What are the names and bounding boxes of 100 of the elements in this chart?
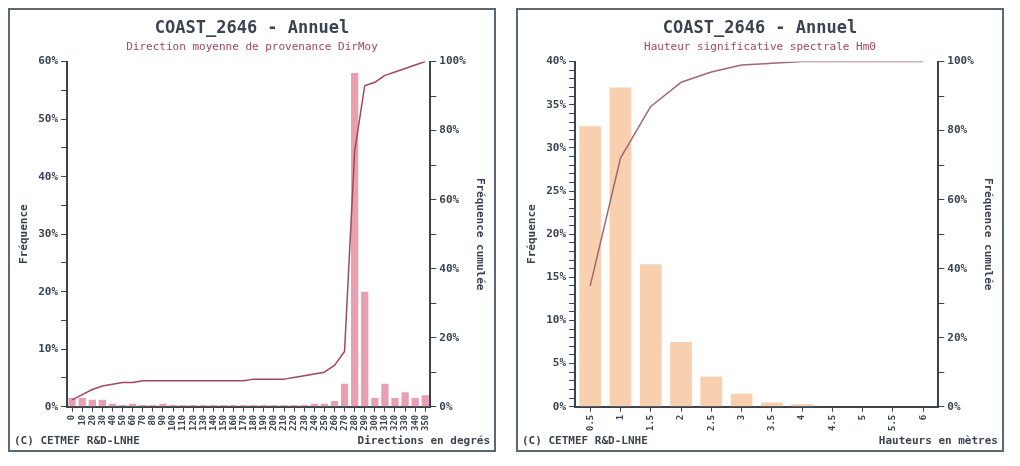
x-tick-label: 210 bbox=[278, 414, 289, 432]
x-tick-label: 90 bbox=[157, 414, 168, 426]
x-tick-label: 190 bbox=[258, 414, 269, 432]
x-axis-title: Hauteurs en mètres bbox=[878, 434, 998, 447]
bar bbox=[68, 398, 76, 407]
y2-tick-label: 100% bbox=[439, 54, 467, 68]
x-tick-label: 110 bbox=[177, 414, 188, 432]
bar bbox=[361, 291, 369, 407]
bar bbox=[159, 403, 167, 407]
x-tick-label: 3.5 bbox=[766, 414, 777, 432]
x-tick-label: 60 bbox=[127, 414, 137, 426]
y-tick-label: 35% bbox=[546, 97, 567, 111]
x-tick-label: 4.5 bbox=[826, 414, 837, 432]
x-tick-label: 180 bbox=[248, 414, 259, 432]
x-tick-label: 70 bbox=[137, 414, 148, 426]
bar bbox=[700, 376, 723, 407]
bar bbox=[609, 87, 632, 407]
x-tick-label: 0.5 bbox=[584, 414, 595, 432]
bar bbox=[670, 342, 692, 407]
x-tick-label: 350 bbox=[419, 414, 430, 432]
y-tick-label: 30% bbox=[38, 227, 59, 241]
bar bbox=[391, 398, 399, 407]
bar bbox=[760, 402, 783, 407]
y2-tick-label: 0% bbox=[439, 399, 453, 413]
y-tick-label: 50% bbox=[38, 111, 59, 125]
bar bbox=[340, 383, 349, 407]
bar bbox=[78, 398, 86, 407]
chart-title: COAST_2646 - Annuel bbox=[154, 16, 350, 37]
y2-axis-title: Fréquence cumulée bbox=[981, 177, 995, 291]
x-tick-label: 4 bbox=[796, 414, 807, 421]
y2-tick-label: 20% bbox=[947, 330, 968, 344]
x-tick-label: 230 bbox=[298, 414, 309, 432]
x-tick-label: 2.5 bbox=[705, 414, 716, 432]
y-axis-title: Fréquence bbox=[525, 204, 539, 264]
y2-tick-label: 0% bbox=[947, 399, 961, 413]
x-tick-label: 10 bbox=[76, 414, 87, 426]
text: (C) CETMEF R&D-LNHE bbox=[14, 434, 140, 447]
chart-title: COAST_2646 - Annuel bbox=[662, 16, 858, 37]
bar bbox=[421, 395, 429, 407]
x-tick-label: 80 bbox=[147, 414, 158, 426]
x-tick-label: 3 bbox=[735, 414, 746, 421]
x-tick-label: 1.5 bbox=[645, 414, 656, 432]
x-tick-label: 270 bbox=[338, 414, 349, 432]
y2-tick-label: 60% bbox=[439, 192, 460, 206]
y2-tick-label: 60% bbox=[947, 192, 968, 206]
bar bbox=[381, 383, 389, 407]
x-tick-label: 200 bbox=[268, 414, 279, 432]
x-tick-label: 260 bbox=[328, 414, 339, 432]
y-tick-label: 40% bbox=[546, 54, 567, 68]
x-tick-label: 250 bbox=[318, 414, 329, 432]
x-tick-label: 2 bbox=[675, 414, 686, 421]
y-tick-label: 10% bbox=[546, 313, 567, 327]
bar bbox=[791, 404, 813, 407]
x-tick-label: 130 bbox=[197, 414, 208, 432]
y-tick-label: 0% bbox=[552, 399, 567, 413]
y-tick-label: 60% bbox=[38, 54, 59, 68]
y2-tick-label: 80% bbox=[947, 123, 968, 137]
bar bbox=[330, 400, 339, 407]
x-tick-label: 5 bbox=[856, 414, 867, 421]
y2-tick-label: 40% bbox=[439, 261, 460, 275]
bar bbox=[639, 264, 662, 407]
x-axis-title: Directions en degrés bbox=[357, 434, 490, 447]
y2-tick-label: 20% bbox=[439, 330, 460, 344]
y-tick-label: 25% bbox=[546, 183, 567, 197]
y-tick-label: 5% bbox=[552, 356, 567, 370]
x-tick-label: 330 bbox=[399, 414, 410, 432]
y-tick-label: 15% bbox=[546, 270, 567, 284]
x-tick-label: 140 bbox=[207, 414, 218, 432]
x-tick-label: 220 bbox=[288, 414, 299, 432]
x-tick-label: 300 bbox=[369, 414, 380, 432]
x-tick-label: 310 bbox=[379, 414, 390, 432]
bar bbox=[351, 73, 359, 407]
x-tick-label: 6 bbox=[917, 414, 928, 421]
bar bbox=[411, 398, 419, 407]
x-tick-label: 170 bbox=[237, 414, 248, 432]
chart-subtitle: Direction moyenne de provenance DirMoy bbox=[126, 39, 379, 53]
x-tick-label: 340 bbox=[409, 414, 420, 432]
y-tick-label: 20% bbox=[546, 227, 567, 241]
chart-subtitle: Hauteur significative spectrale Hm0 bbox=[644, 39, 876, 53]
x-tick-label: 320 bbox=[389, 414, 400, 432]
x-tick-label: 20 bbox=[86, 414, 97, 426]
bar bbox=[401, 392, 409, 407]
y2-axis-title: Fréquence cumulée bbox=[473, 177, 487, 291]
x-tick-label: 290 bbox=[359, 414, 370, 432]
text: (C) CETMEF R&D-LNHE bbox=[522, 434, 648, 447]
y-tick-label: 30% bbox=[546, 140, 567, 154]
y-tick-label: 0% bbox=[44, 399, 59, 413]
y2-tick-label: 40% bbox=[947, 261, 968, 275]
x-tick-label: 5.5 bbox=[887, 414, 898, 432]
x-tick-label: 280 bbox=[348, 414, 359, 432]
y-tick-label: 40% bbox=[38, 169, 59, 183]
x-tick-label: 0 bbox=[66, 414, 77, 421]
x-tick-label: 50 bbox=[116, 414, 127, 426]
x-tick-label: 120 bbox=[187, 414, 198, 432]
x-tick-label: 150 bbox=[217, 414, 228, 432]
y2-tick-label: 80% bbox=[439, 123, 460, 137]
y-tick-label: 10% bbox=[38, 342, 59, 356]
x-tick-label: 160 bbox=[227, 414, 238, 432]
x-tick-label: 240 bbox=[308, 414, 319, 432]
x-tick-label: 1 bbox=[614, 414, 625, 421]
